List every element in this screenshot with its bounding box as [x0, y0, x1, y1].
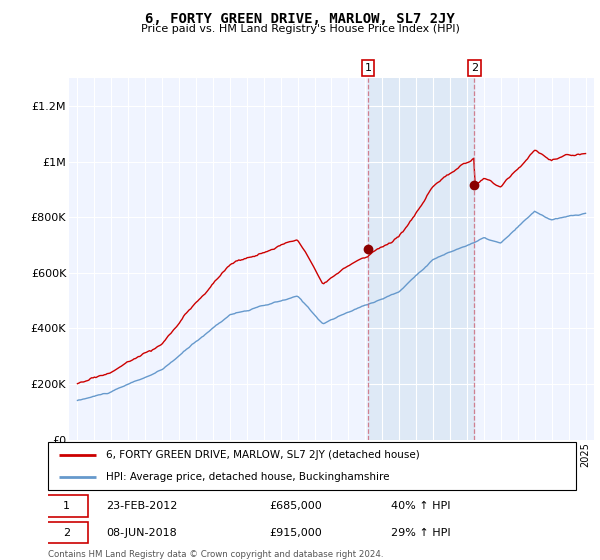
Text: 08-JUN-2018: 08-JUN-2018	[106, 528, 177, 538]
Text: £915,000: £915,000	[270, 528, 323, 538]
Text: HPI: Average price, detached house, Buckinghamshire: HPI: Average price, detached house, Buck…	[106, 472, 389, 482]
Text: 6, FORTY GREEN DRIVE, MARLOW, SL7 2JY (detached house): 6, FORTY GREEN DRIVE, MARLOW, SL7 2JY (d…	[106, 450, 420, 460]
Bar	[368, 78, 475, 440]
Text: 1: 1	[364, 63, 371, 73]
Text: 40% ↑ HPI: 40% ↑ HPI	[391, 501, 451, 511]
Text: Price paid vs. HM Land Registry's House Price Index (HPI): Price paid vs. HM Land Registry's House …	[140, 24, 460, 34]
Text: Contains HM Land Registry data © Crown copyright and database right 2024.
This d: Contains HM Land Registry data © Crown c…	[48, 550, 383, 560]
Text: 6, FORTY GREEN DRIVE, MARLOW, SL7 2JY: 6, FORTY GREEN DRIVE, MARLOW, SL7 2JY	[145, 12, 455, 26]
FancyBboxPatch shape	[46, 522, 88, 543]
FancyBboxPatch shape	[48, 442, 576, 490]
Text: 23-FEB-2012: 23-FEB-2012	[106, 501, 178, 511]
Text: 2: 2	[471, 63, 478, 73]
Text: 2: 2	[63, 528, 70, 538]
Text: £685,000: £685,000	[270, 501, 323, 511]
Text: 1: 1	[63, 501, 70, 511]
Text: 29% ↑ HPI: 29% ↑ HPI	[391, 528, 451, 538]
FancyBboxPatch shape	[46, 496, 88, 517]
